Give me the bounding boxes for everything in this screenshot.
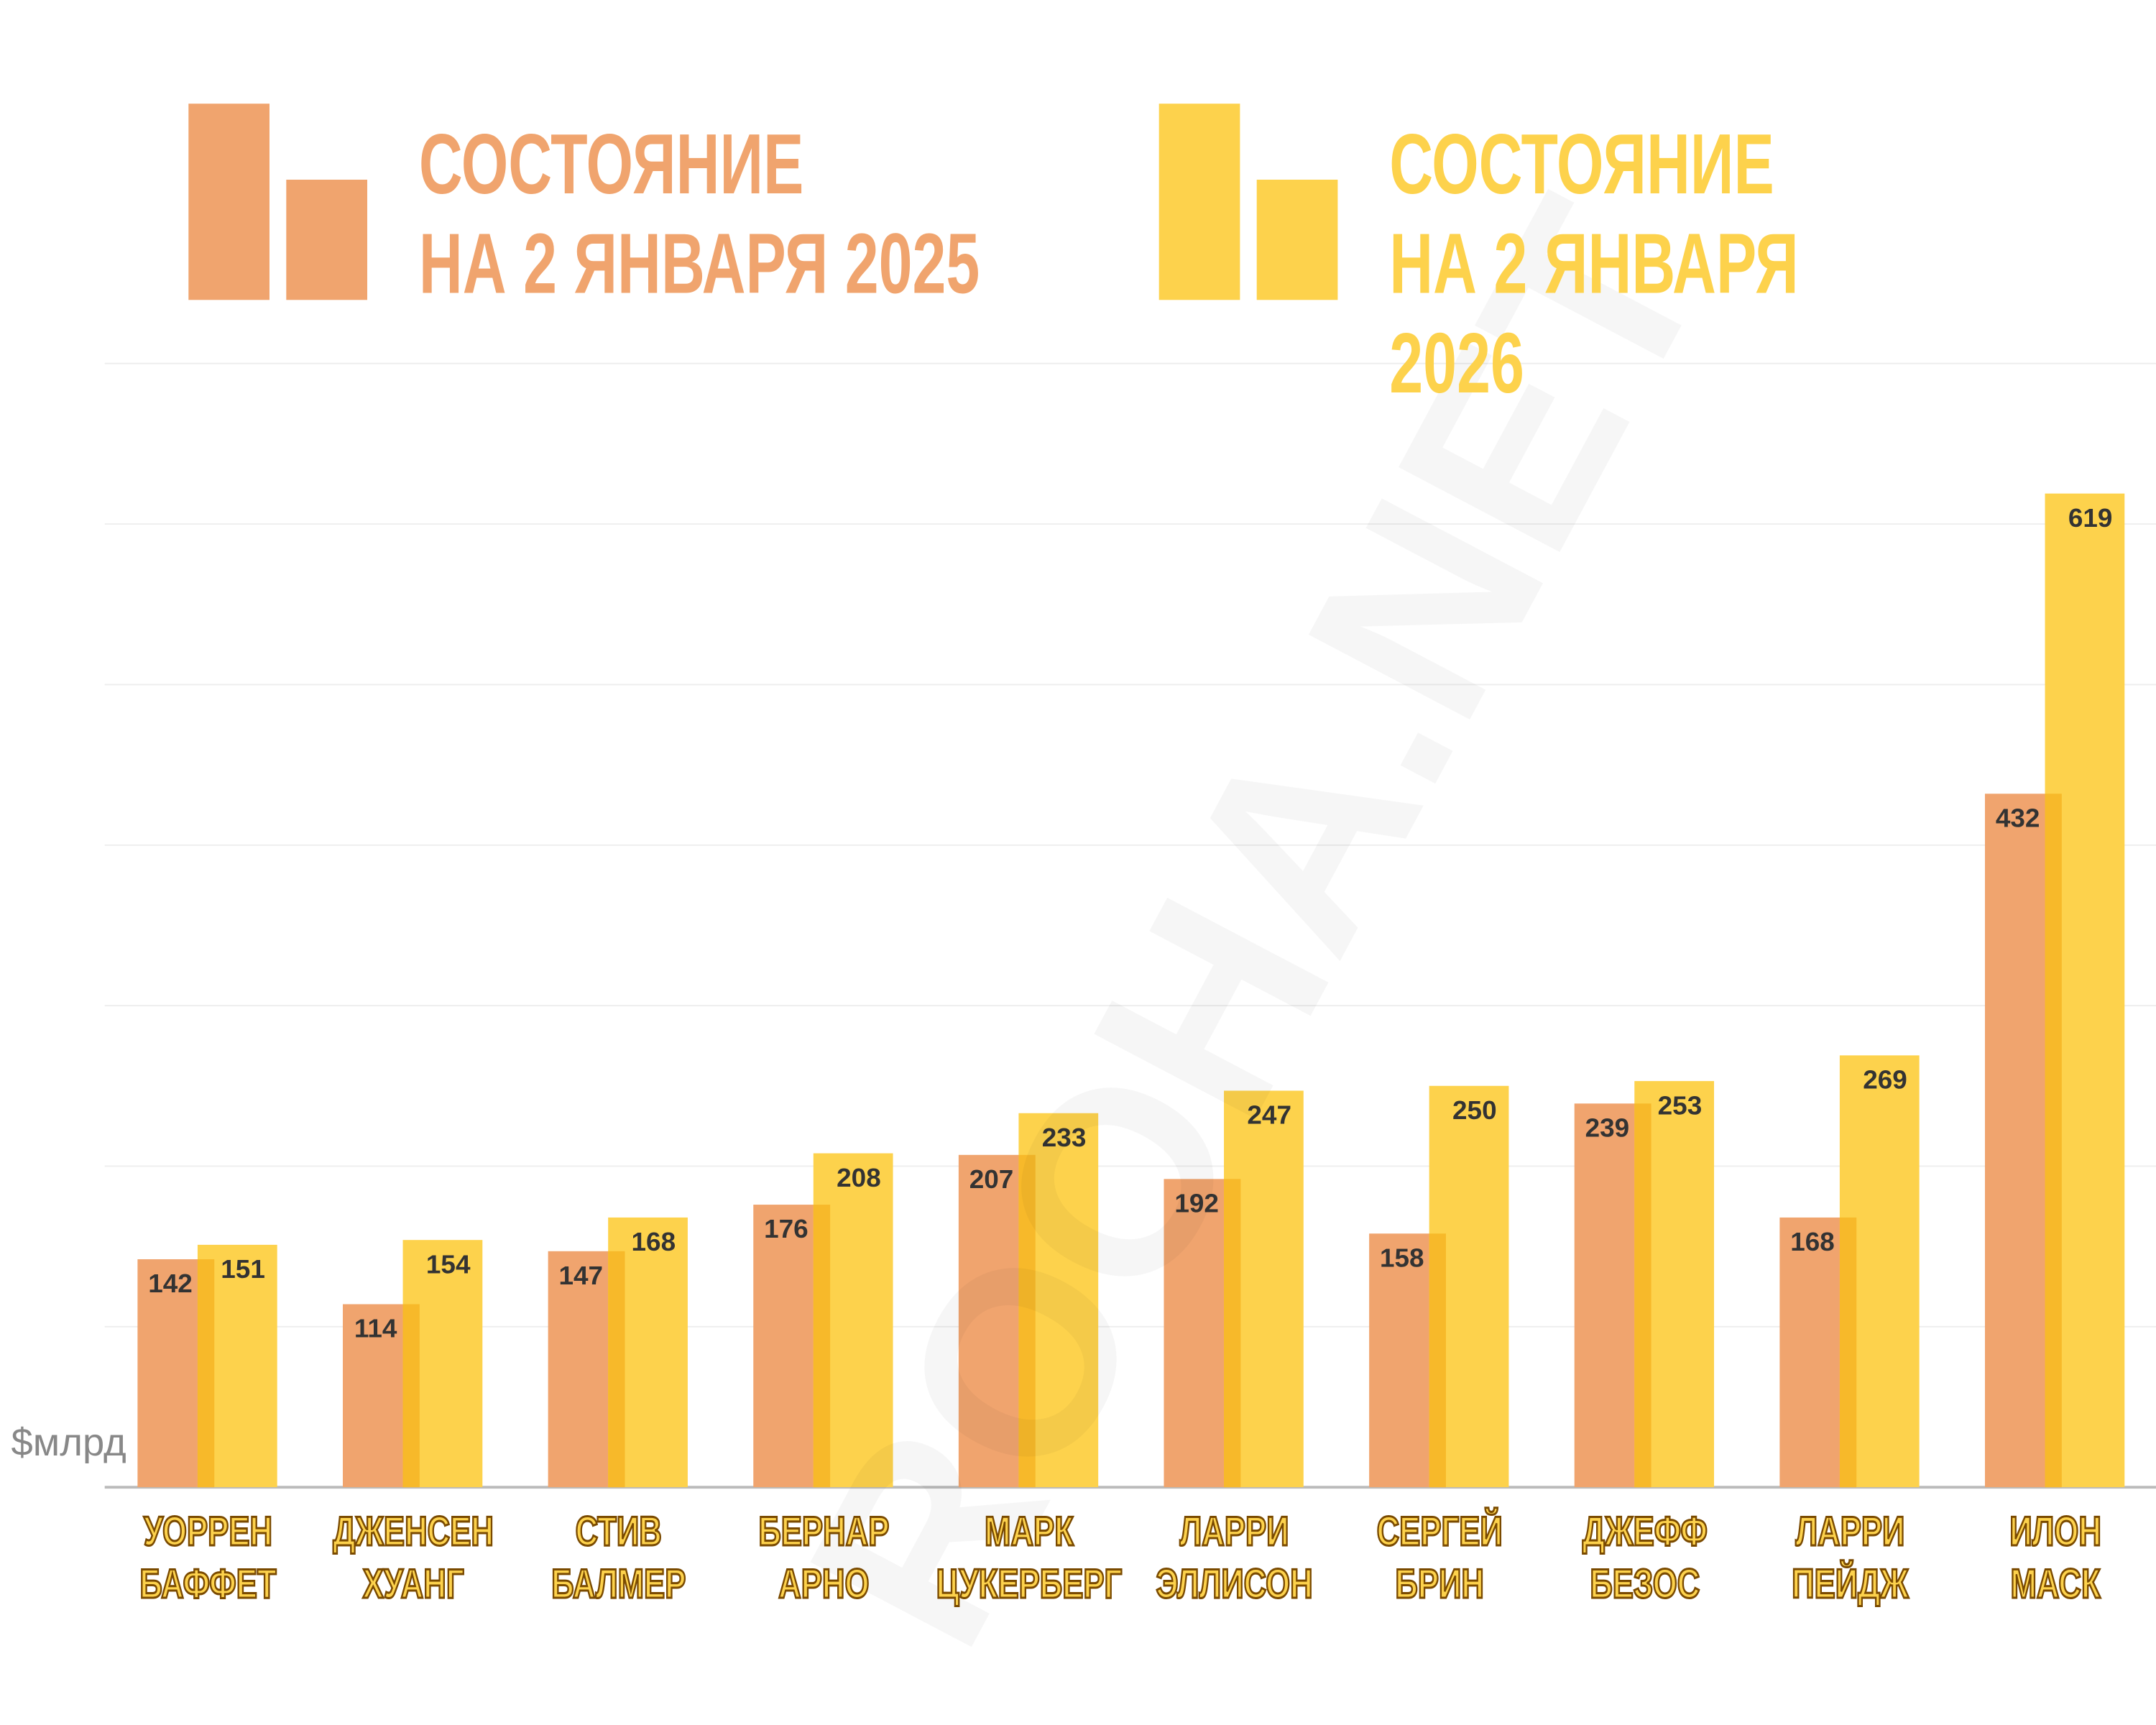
bar-overlap <box>1839 1217 1857 1488</box>
value-label: 247 <box>1247 1100 1291 1130</box>
value-label: 168 <box>1790 1227 1835 1256</box>
bar-overlap <box>608 1251 625 1488</box>
value-label: 432 <box>1996 804 2040 833</box>
bar-overlap <box>1429 1233 1446 1488</box>
x-tick-text: СТИВ БАЛМЕР <box>550 1508 686 1609</box>
value-label: 239 <box>1585 1113 1630 1143</box>
value-label: 207 <box>969 1164 1014 1194</box>
x-tick-text: СЕРГЕЙ БРИН <box>1375 1508 1503 1609</box>
legend-swatch <box>188 104 270 300</box>
value-label: 158 <box>1380 1243 1424 1273</box>
value-label: 114 <box>354 1314 397 1343</box>
legend-label: СОСТОЯНИЕ НА 2 ЯНВАРЯ 2025 <box>418 117 980 313</box>
x-tick-text: ДЖЕФФ БЕЗОС <box>1581 1508 1708 1609</box>
x-tick-text: ДЖЕНСЕН ХУАНГ <box>331 1508 494 1609</box>
x-tick-label: ЛАРРИ ЭЛЛИСОН <box>1129 1506 1338 1611</box>
x-tick-text: ИЛОН МАСК <box>2008 1508 2101 1609</box>
legend-swatch <box>1256 179 1338 300</box>
value-label: 147 <box>558 1261 603 1290</box>
bar-overlap <box>813 1205 831 1488</box>
x-tick-label: БЕРНАР АРНО <box>719 1506 928 1611</box>
value-label: 192 <box>1174 1189 1219 1218</box>
x-tick-label: ИЛОН МАСК <box>1950 1506 2156 1611</box>
x-tick-label: СТИВ БАЛМЕР <box>513 1506 722 1611</box>
x-tick-text: МАРК ЦУКЕРБЕРГ <box>935 1508 1123 1609</box>
value-label: 151 <box>221 1254 265 1284</box>
value-label: 168 <box>632 1227 676 1256</box>
value-label: 142 <box>148 1269 193 1298</box>
bar-overlap <box>2045 794 2062 1488</box>
x-tick-label: УОРРЕН БАФФЕТ <box>103 1506 312 1611</box>
value-label: 253 <box>1658 1090 1703 1120</box>
x-tick-text: ЛАРРИ ЭЛЛИСОН <box>1154 1508 1313 1609</box>
value-label: 619 <box>2068 503 2113 533</box>
bar-overlap <box>1634 1103 1651 1488</box>
value-label: 154 <box>426 1250 471 1279</box>
bar-overlap <box>402 1304 420 1488</box>
legend-swatch <box>286 179 368 300</box>
bar-overlap <box>1018 1154 1036 1488</box>
bar-overlap <box>197 1259 215 1488</box>
value-label: 269 <box>1863 1065 1907 1095</box>
x-tick-label: МАРК ЦУКЕРБЕРГ <box>923 1506 1133 1611</box>
bar-overlap <box>1224 1179 1241 1488</box>
legend-swatch <box>1158 104 1240 300</box>
value-label: 208 <box>837 1163 881 1192</box>
x-tick-label: СЕРГЕЙ БРИН <box>1335 1506 1544 1611</box>
x-tick-label: ДЖЕНСЕН ХУАНГ <box>308 1506 517 1611</box>
value-label: 176 <box>764 1214 808 1243</box>
legend-label: СОСТОЯНИЕ НА 2 ЯНВАРЯ 2026 <box>1389 117 1799 413</box>
value-label: 250 <box>1452 1095 1497 1125</box>
x-tick-text: ЛАРРИ ПЕЙДЖ <box>1790 1508 1909 1609</box>
x-tick-text: УОРРЕН БАФФЕТ <box>138 1508 276 1609</box>
x-tick-label: ДЖЕФФ БЕЗОС <box>1539 1506 1749 1611</box>
value-label: 233 <box>1042 1123 1087 1152</box>
x-tick-text: БЕРНАР АРНО <box>757 1508 889 1609</box>
x-tick-label: ЛАРРИ ПЕЙДЖ <box>1745 1506 1954 1611</box>
y-axis-label: $млрд <box>11 1420 126 1464</box>
